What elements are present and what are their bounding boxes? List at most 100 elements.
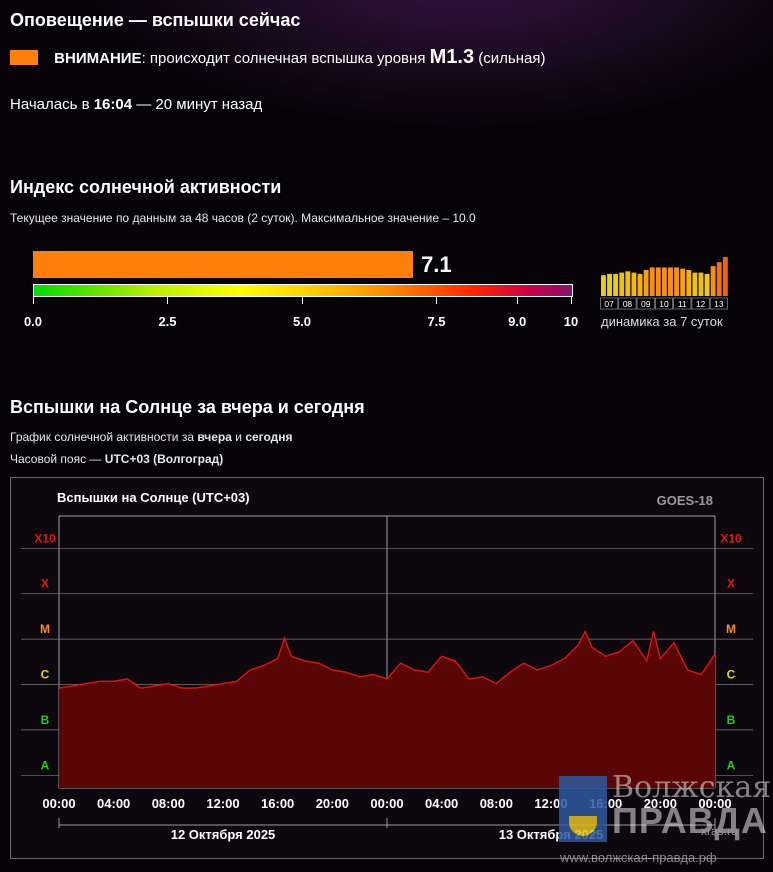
week-day-box <box>673 297 692 310</box>
alert-message: ВНИМАНИЕ: происходит солнечная вспышка у… <box>10 46 545 69</box>
chart-x-tick-label: 16:00 <box>261 796 294 811</box>
week-bar <box>722 257 728 296</box>
week-bar <box>601 275 606 296</box>
chart-class-label-left: B <box>41 713 50 727</box>
source-site: xras.ru <box>701 824 738 838</box>
chart-class-label-right: X10 <box>720 531 742 545</box>
scale-tick-mark <box>436 296 437 304</box>
flares-line1-prefix: График солнечной активности за <box>10 430 198 444</box>
chart-x-tick-label: 08:00 <box>152 796 185 811</box>
week-day-box <box>618 297 637 310</box>
alert-level: M1.3 <box>429 46 475 68</box>
chart-source: GOES-18 <box>657 493 713 508</box>
week-bar <box>698 272 704 296</box>
week-bar <box>625 271 631 296</box>
chart-class-label-right: C <box>727 668 736 682</box>
week-bar <box>607 273 612 296</box>
chart-date-label: 12 Октября 2025 <box>171 827 276 842</box>
chart-title: Вспышки на Солнце (UTC+03) <box>57 490 250 505</box>
week-day-box <box>636 297 655 310</box>
week-caption: динамика за 7 суток <box>601 314 723 329</box>
chart-class-label-left: A <box>41 758 50 772</box>
chart-class-label-right: B <box>727 713 736 727</box>
chart-class-label-left: M <box>40 622 50 636</box>
week-bar <box>716 262 722 296</box>
week-bar <box>613 273 619 296</box>
week-bar <box>692 272 698 296</box>
scale-tick-mark <box>32 296 34 304</box>
scale-tick-mark <box>516 296 518 304</box>
flares-subtitle-1: График солнечной активности за вчера и с… <box>10 430 293 444</box>
flares-yesterday: вчера <box>197 430 232 444</box>
week-bar <box>668 267 673 296</box>
week-bar <box>661 267 667 296</box>
alert-message-text: : происходит солнечная вспышка уровня <box>141 50 430 67</box>
scale-tick-mark <box>301 296 303 304</box>
alert-started-prefix: Началась в <box>10 96 94 113</box>
week-bar <box>686 270 692 296</box>
week-bar <box>710 266 716 296</box>
week-day-label: 11 <box>678 299 687 309</box>
alert-color-swatch <box>10 50 38 65</box>
week-day-box <box>691 297 710 310</box>
scale-tick-label: 10 <box>563 314 579 329</box>
index-subtitle: Текущее значение по данным за 48 часов (… <box>10 211 476 225</box>
chart-x-tick-label: 00:00 <box>370 796 403 811</box>
flares-timezone: UTC+03 (Волгоград) <box>104 452 224 466</box>
week-bar <box>631 272 637 296</box>
week-bar <box>643 270 649 296</box>
week-day-label: 08 <box>623 299 633 309</box>
chart-class-label-right: A <box>727 758 736 772</box>
index-value-bar <box>33 251 414 278</box>
flares-and: и <box>231 430 246 444</box>
chart-class-label-right: M <box>726 622 736 636</box>
scale-tick-label: 7.5 <box>427 314 446 329</box>
flares-chart: Вспышки на Солнце (UTC+03) GOES-18 A A B B C C M… <box>10 477 764 859</box>
alert-strength: (сильная) <box>478 50 546 67</box>
watermark-brand-top: Волжская <box>612 770 772 805</box>
watermark-brand-bottom: ПРАВДА <box>612 800 768 841</box>
watermark-url: www.волжская-правда.рф <box>560 850 717 865</box>
chart-x-tick-label: 00:00 <box>698 796 731 811</box>
chart-class-label-left: C <box>41 668 50 682</box>
flares-timezone-prefix: Часовой пояс — <box>10 452 105 466</box>
chart-class-label-right: X <box>727 577 735 591</box>
alert-warning-word: ВНИМАНИЕ <box>54 50 142 67</box>
flares-chart-svg: Вспышки на Солнце (UTC+03) GOES-18 A A B B C C M… <box>21 490 753 842</box>
scale-tick-label: 5.0 <box>292 314 312 329</box>
scale-tick-label: 9.0 <box>508 314 527 329</box>
week-day-box <box>655 297 673 310</box>
chart-x-tick-label: 04:00 <box>425 796 458 811</box>
week-bars: 07 08 09 10 11 12 13 <box>600 257 728 310</box>
week-day-label: 13 <box>714 299 724 309</box>
flares-subtitle-2: Часовой пояс — UTC+03 (Волгоград) <box>10 452 223 466</box>
scale-tick-mark <box>570 296 572 304</box>
week-bar <box>637 273 643 296</box>
chart-class-label-left: X <box>41 577 49 591</box>
scale-tick-label: 2.5 <box>158 314 177 329</box>
flares-title: Вспышки на Солнце за вчера и сегодня <box>10 397 365 417</box>
index-color-scale <box>33 284 573 297</box>
index-value-label: 7.1 <box>421 252 452 277</box>
week-dynamics-chart: 07 08 09 10 11 12 13 <box>600 256 728 310</box>
watermark-emblem <box>559 776 607 842</box>
week-bar <box>649 267 655 296</box>
chart-x-tick-label: 12:00 <box>206 796 239 811</box>
flux-area <box>59 631 715 788</box>
chart-x-tick-label: 20:00 <box>316 796 349 811</box>
week-bar <box>680 268 686 296</box>
week-bar <box>674 267 680 296</box>
alert-started-time: 16:04 <box>93 96 133 113</box>
index-title: Индекс солнечной активности <box>10 177 282 197</box>
week-day-label: 10 <box>659 299 669 309</box>
week-day-label: 07 <box>604 299 614 309</box>
chart-x-tick-label: 04:00 <box>97 796 130 811</box>
chart-class-label-left: X10 <box>34 531 56 545</box>
week-day-label: 12 <box>696 299 706 309</box>
chart-x-tick-label: 00:00 <box>42 796 75 811</box>
chart-x-tick-label: 20:00 <box>644 796 677 811</box>
scale-tick-mark <box>167 296 168 304</box>
alert-title: Оповещение — вспышки сейчас <box>10 10 301 30</box>
emblem-shield-icon <box>569 816 597 836</box>
alert-started-suffix: — 20 минут назад <box>132 96 263 113</box>
